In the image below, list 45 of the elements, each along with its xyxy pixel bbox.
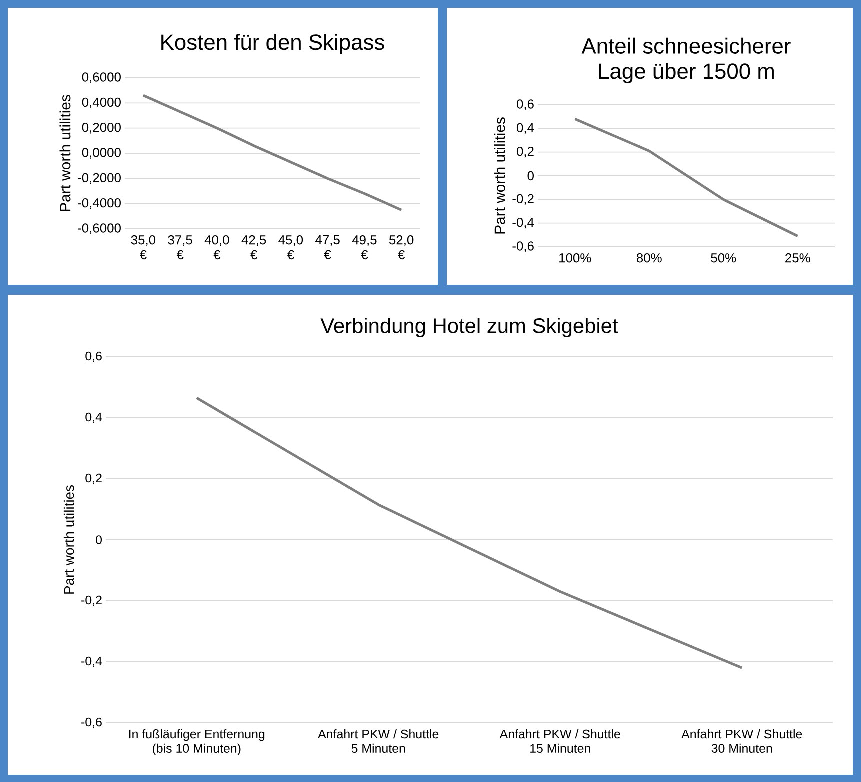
y-tick-label: 0,2 <box>516 146 534 158</box>
x-tick-label: In fußläufiger Entfernung (bis 10 Minuten) <box>129 730 265 756</box>
x-tick-label: Anfahrt PKW / Shuttle 15 Minuten <box>500 730 620 753</box>
line-series <box>196 396 744 670</box>
x-tick-label: 49,5 € <box>352 236 377 260</box>
x-tick-label: 45,0 € <box>278 236 304 260</box>
y-tick-label: -0,4 <box>82 656 102 668</box>
y-tick-label: -0,6000 <box>78 224 121 234</box>
y-tick-label: -0,2000 <box>78 173 121 184</box>
y-tick-label: 0 <box>528 171 534 181</box>
y-tick-label: 0,2 <box>86 474 102 484</box>
x-tick-label: 35,0 € <box>131 236 156 260</box>
chart-title: Anteil schneesicherer Lage über 1500 m <box>582 38 791 84</box>
y-tick-label: 0,4000 <box>82 98 121 109</box>
y-tick-label: 0,2000 <box>82 122 121 134</box>
x-tick-label: Anfahrt PKW / Shuttle 5 Minuten <box>318 730 439 753</box>
x-tick-label: 42,5 € <box>242 236 266 260</box>
y-tick-label: 0,6000 <box>82 72 121 84</box>
y-tick-label: -0,2 <box>82 596 102 606</box>
x-tick-label: 52,0 € <box>389 236 414 260</box>
y-tick-label: 0,4 <box>516 123 534 134</box>
chart-title: Kosten für den Skipass <box>162 34 384 55</box>
x-tick-label: 80% <box>636 254 662 263</box>
x-tick-label: 25% <box>786 254 810 263</box>
y-tick-label: 0,6 <box>86 352 102 362</box>
x-tick-label: 37,5 € <box>168 236 192 260</box>
y-axis-title: Part worth utilities <box>64 485 74 594</box>
y-tick-label: -0,4000 <box>78 198 121 210</box>
y-tick-label: 0,0000 <box>82 148 121 159</box>
y-tick-label: 0 <box>96 536 102 544</box>
line-series <box>574 118 800 238</box>
y-tick-label: -0,6 <box>82 718 102 728</box>
x-tick-label: 47,5 € <box>316 236 340 260</box>
y-tick-label: 0,4 <box>86 412 102 424</box>
x-tick-label: 50% <box>711 254 736 263</box>
x-tick-label: Anfahrt PKW / Shuttle 30 Minuten <box>682 730 802 753</box>
chart-title: Verbindung Hotel zum Skigebiet <box>320 318 618 338</box>
y-axis-title: Part worth utilities <box>60 95 71 212</box>
y-axis-title: Part worth utilities <box>494 118 506 234</box>
y-tick-label: 0,6 <box>516 100 534 110</box>
y-tick-label: -0,6 <box>512 242 534 252</box>
y-tick-label: -0,4 <box>512 218 534 229</box>
y-tick-label: -0,2 <box>512 194 534 206</box>
x-tick-label: 100% <box>560 254 592 263</box>
x-tick-label: 40,0 € <box>204 236 230 260</box>
